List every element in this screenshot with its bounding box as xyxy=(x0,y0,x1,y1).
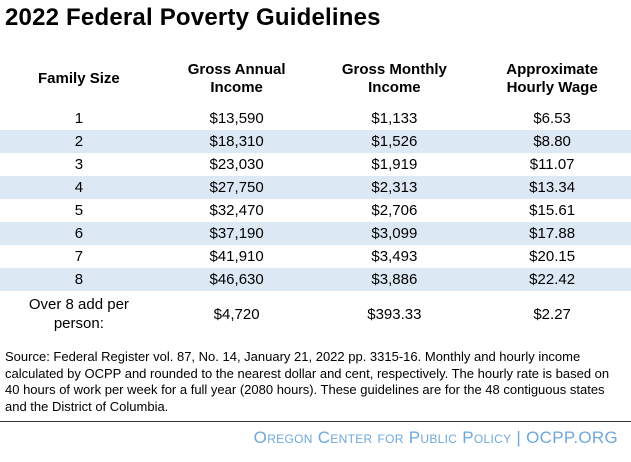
header-row: Family Size Gross Annual Income Gross Mo… xyxy=(0,61,631,107)
cell-annual-income: $18,310 xyxy=(157,130,316,153)
table-row: 8 $46,630 $3,886 $22.42 xyxy=(0,268,631,291)
header-family-size: Family Size xyxy=(0,61,158,107)
cell-family-size: 3 xyxy=(74,156,84,173)
cell-monthly-income: $1,133 xyxy=(371,110,418,127)
cell-family-size: 7 xyxy=(74,248,84,265)
cell-monthly-income: $3,493 xyxy=(371,248,418,265)
header-line: Family Size xyxy=(38,70,120,87)
cell-hourly-wage: $8.80 xyxy=(473,130,631,153)
cell-monthly-income: $2,706 xyxy=(371,202,418,219)
cell-family-size: 8 xyxy=(0,268,158,291)
table-row: 7 $41,910 $3,493 $20.15 xyxy=(0,245,631,268)
poverty-guidelines-table: Family Size Gross Annual Income Gross Mo… xyxy=(0,61,631,337)
cell-hourly-wage: $2.27 xyxy=(533,305,571,323)
cell-family-size: 1 xyxy=(74,110,84,127)
table-row: 6 $37,190 $3,099 $17.88 xyxy=(0,222,631,245)
cell-family-size: 5 xyxy=(74,202,84,219)
cell-annual-income: $4,720 xyxy=(213,305,260,323)
header-line: Income xyxy=(368,79,421,96)
cell-monthly-income: $3,099 xyxy=(315,222,474,245)
table-header: Family Size Gross Annual Income Gross Mo… xyxy=(0,61,631,107)
page-title: 2022 Federal Poverty Guidelines xyxy=(5,4,381,31)
source-note: Source: Federal Register vol. 87, No. 14… xyxy=(5,349,610,414)
divider-line xyxy=(0,421,631,422)
table-row: 4 $27,750 $2,313 $13.34 xyxy=(0,176,631,199)
table-row-over-8: Over 8 add per person: $4,720 $393.33 $2… xyxy=(0,291,631,337)
cell-hourly-wage: $15.61 xyxy=(529,202,576,219)
header-line: Approximate xyxy=(506,61,598,78)
cell-annual-income: $37,190 xyxy=(157,222,316,245)
header-line: Gross Annual xyxy=(187,61,286,78)
cell-annual-income: $32,470 xyxy=(209,202,264,219)
table-body: 1 $13,590 $1,133 $6.53 2 $18,310 $1,526 … xyxy=(0,107,631,337)
header-line: Income xyxy=(210,79,263,96)
header-gross-monthly-income: Gross Monthly Income xyxy=(316,61,474,107)
cell-monthly-income: $1,919 xyxy=(371,156,418,173)
table-row: 3 $23,030 $1,919 $11.07 xyxy=(0,153,631,176)
table-row: 1 $13,590 $1,133 $6.53 xyxy=(0,107,631,130)
header-gross-annual-income: Gross Annual Income xyxy=(158,61,316,107)
cell-monthly-income: $2,313 xyxy=(315,176,474,199)
table-row: 2 $18,310 $1,526 $8.80 xyxy=(0,130,631,153)
cell-hourly-wage: $6.53 xyxy=(533,110,571,127)
cell-annual-income: $23,030 xyxy=(209,156,264,173)
header-line: Hourly Wage xyxy=(506,79,598,96)
cell-monthly-income: $1,526 xyxy=(315,130,474,153)
cell-family-size: Over 8 add per person: xyxy=(0,291,158,337)
footer-branding: Oregon Center for Public Policy | OCPP.O… xyxy=(253,428,618,447)
cell-annual-income: $13,590 xyxy=(209,110,264,127)
over-8-label: Over 8 add per person: xyxy=(28,296,129,332)
cell-monthly-income: $393.33 xyxy=(367,305,422,323)
table-row: 5 $32,470 $2,706 $15.61 xyxy=(0,199,631,222)
cell-family-size: 4 xyxy=(0,176,158,199)
cell-hourly-wage: $17.88 xyxy=(473,222,631,245)
cell-family-size: 2 xyxy=(0,130,158,153)
cell-family-size: 6 xyxy=(0,222,158,245)
cell-monthly-income: $3,886 xyxy=(315,268,474,291)
cell-hourly-wage: $20.15 xyxy=(529,248,576,265)
header-line: Gross Monthly xyxy=(341,61,447,78)
cell-hourly-wage: $22.42 xyxy=(473,268,631,291)
header-approximate-hourly-wage: Approximate Hourly Wage xyxy=(473,61,631,107)
cell-annual-income: $41,910 xyxy=(209,248,264,265)
cell-hourly-wage: $13.34 xyxy=(473,176,631,199)
cell-hourly-wage: $11.07 xyxy=(529,156,575,173)
cell-annual-income: $27,750 xyxy=(157,176,316,199)
cell-annual-income: $46,630 xyxy=(157,268,316,291)
